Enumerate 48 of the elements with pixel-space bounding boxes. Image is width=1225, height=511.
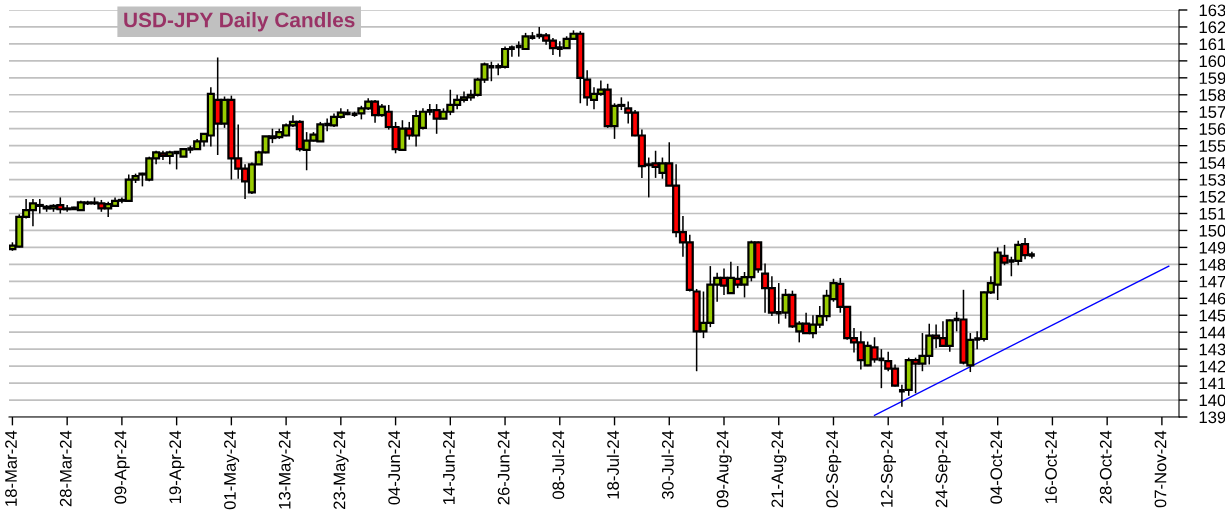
- x-tick-label: 18-Mar-24: [5, 430, 17, 506]
- x-tick-label: 04-Oct-24: [990, 430, 1003, 504]
- x-tick-label: 16-Oct-24: [1045, 430, 1057, 504]
- y-tick-label: 156: [1199, 123, 1225, 135]
- y-tick-label: 150: [1199, 224, 1225, 237]
- x-tick-label: 14-Jun-24: [442, 430, 455, 504]
- x-tick-label: 07-Nov-24: [1154, 430, 1167, 508]
- x-tick-label: 24-Sep-24: [935, 430, 951, 508]
- y-tick-label: 142: [1199, 360, 1225, 373]
- y-tick-label: 143: [1199, 343, 1225, 356]
- x-tick-label: 28-Oct-24: [1099, 430, 1112, 504]
- x-tick-label: 28-Mar-24: [59, 430, 72, 507]
- y-tick-label: 147: [1199, 275, 1225, 288]
- x-tick-label: 18-Jul-24: [606, 430, 619, 499]
- y-tick-label: 158: [1199, 89, 1225, 101]
- y-tick-label: 154: [1199, 157, 1225, 169]
- x-tick-label: 19-Apr-24: [169, 430, 185, 504]
- y-tick-label: 163: [1199, 4, 1225, 17]
- x-tick-label: 09-Aug-24: [716, 430, 732, 508]
- y-tick-label: 157: [1199, 106, 1225, 118]
- y-tick-label: 160: [1199, 55, 1225, 68]
- x-tick-label: 26-Jun-24: [497, 430, 510, 505]
- y-tick-label: 140: [1199, 394, 1225, 407]
- y-tick-label: 162: [1199, 21, 1225, 34]
- x-tick-label: 04-Jun-24: [388, 430, 401, 505]
- x-tick-label: 21-Aug-24: [771, 430, 787, 508]
- x-tick-label: 23-May-24: [333, 430, 349, 510]
- x-tick-label: 02-Sep-24: [826, 430, 842, 508]
- y-tick-label: 151: [1199, 208, 1225, 220]
- y-tick-label: 146: [1199, 292, 1225, 305]
- x-tick-label: 08-Jul-24: [552, 430, 565, 500]
- x-tick-label: 30-Jul-24: [661, 430, 674, 500]
- y-tick-label: 145: [1199, 309, 1225, 322]
- y-tick-label: 155: [1199, 140, 1225, 152]
- y-tick-label: 144: [1199, 326, 1225, 339]
- y-tick-label: 149: [1199, 241, 1225, 254]
- y-tick-label: 161: [1199, 38, 1225, 51]
- x-tick-label: 01-May-24: [224, 430, 240, 510]
- y-tick-label: 153: [1199, 173, 1225, 186]
- y-tick-label: 141: [1199, 377, 1225, 390]
- y-tick-label: 148: [1199, 258, 1225, 271]
- y-tick-label: 159: [1199, 72, 1225, 85]
- x-tick-label: 12-Sep-24: [880, 430, 896, 507]
- x-tick-label: 13-May-24: [278, 430, 294, 509]
- y-tick-label: 139: [1199, 411, 1225, 424]
- x-tick-label: 09-Apr-24: [114, 430, 130, 504]
- chart-title: USD-JPY Daily Candles: [124, 12, 355, 32]
- y-tick-label: 152: [1199, 190, 1225, 203]
